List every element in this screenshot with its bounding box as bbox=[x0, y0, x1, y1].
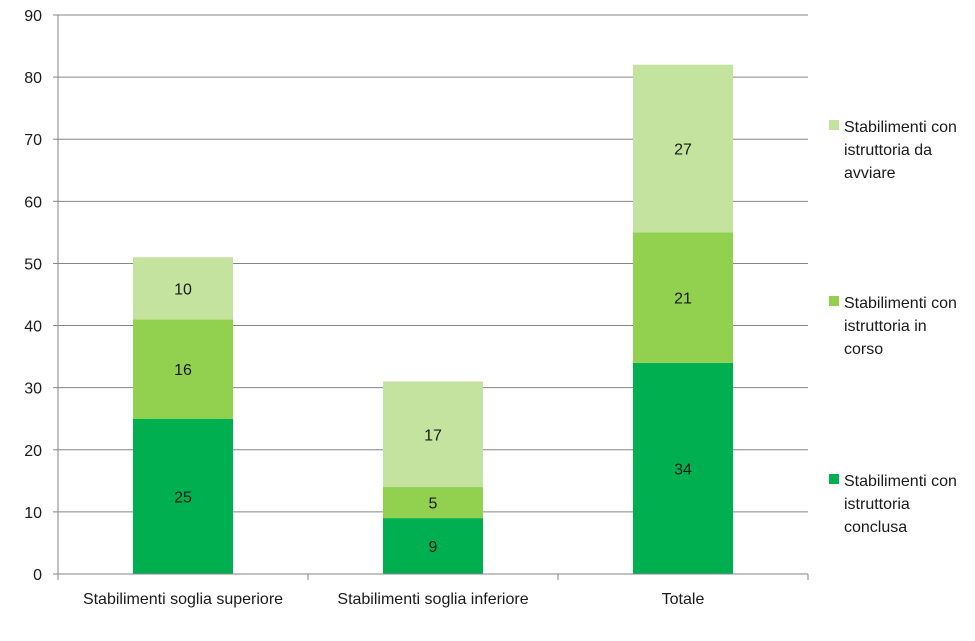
y-tick-label: 80 bbox=[24, 70, 42, 87]
y-tick-label: 40 bbox=[24, 319, 42, 336]
data-label: 16 bbox=[174, 362, 192, 379]
data-label: 21 bbox=[674, 291, 692, 308]
bar-segment bbox=[133, 257, 233, 320]
bar-segment bbox=[383, 487, 483, 519]
bar-segment bbox=[383, 518, 483, 574]
x-axis bbox=[57, 15, 809, 580]
y-axis-ticks: 0 10 20 30 40 50 60 70 80 90 bbox=[24, 8, 58, 584]
data-label: 27 bbox=[674, 142, 692, 159]
y-tick-label: 30 bbox=[24, 381, 42, 398]
bars bbox=[133, 64, 733, 574]
legend-swatch bbox=[829, 474, 839, 484]
legend-label-line: Stabilimenti con bbox=[844, 473, 957, 490]
legend-label: Stabilimenti con istruttoria in corso bbox=[844, 295, 957, 358]
x-tick-label: Totale bbox=[662, 591, 705, 608]
data-label: 25 bbox=[174, 489, 192, 506]
legend-label: Stabilimenti con istruttoria conclusa bbox=[844, 473, 957, 536]
legend-label-line: istruttoria in bbox=[844, 318, 927, 335]
bar-segment bbox=[633, 64, 733, 233]
legend-label-line: Stabilimenti con bbox=[844, 119, 957, 136]
data-labels: 25 16 10 9 5 17 34 21 27 bbox=[174, 142, 692, 557]
data-label: 17 bbox=[424, 427, 442, 444]
bar-segment bbox=[633, 232, 733, 363]
y-tick-label: 90 bbox=[24, 8, 42, 25]
legend-label-line: avviare bbox=[844, 165, 896, 182]
legend-swatch bbox=[829, 296, 839, 306]
x-tick-label: Stabilimenti soglia inferiore bbox=[337, 591, 528, 608]
bar-segment bbox=[383, 381, 483, 488]
legend-label-line: istruttoria bbox=[844, 496, 910, 513]
data-label: 5 bbox=[429, 496, 438, 513]
legend: Stabilimenti con istruttoria da avviareSta… bbox=[829, 119, 957, 536]
x-axis-ticks: Stabilimenti soglia superiore Stabiliment… bbox=[83, 591, 705, 608]
y-tick-label: 0 bbox=[33, 567, 42, 584]
data-label: 9 bbox=[429, 539, 438, 556]
legend-label: Stabilimenti con istruttoria da avviare bbox=[844, 119, 957, 182]
x-tick-label: Stabilimenti soglia superiore bbox=[83, 591, 283, 608]
legend-label-line: istruttoria da bbox=[844, 142, 932, 159]
bar-segment bbox=[633, 362, 733, 574]
legend-label-line: conclusa bbox=[844, 519, 907, 536]
legend-swatch bbox=[829, 120, 839, 130]
y-tick-label: 20 bbox=[24, 443, 42, 460]
bar-segment bbox=[133, 319, 233, 419]
legend-label-line: Stabilimenti con bbox=[844, 295, 957, 312]
y-tick-label: 10 bbox=[24, 505, 42, 522]
legend-label-line: corso bbox=[844, 341, 883, 358]
bar-segment bbox=[133, 418, 233, 574]
y-tick-label: 50 bbox=[24, 256, 42, 273]
data-label: 10 bbox=[174, 281, 192, 298]
y-tick-label: 70 bbox=[24, 132, 42, 149]
y-tick-label: 60 bbox=[24, 194, 42, 211]
data-label: 34 bbox=[674, 461, 692, 478]
